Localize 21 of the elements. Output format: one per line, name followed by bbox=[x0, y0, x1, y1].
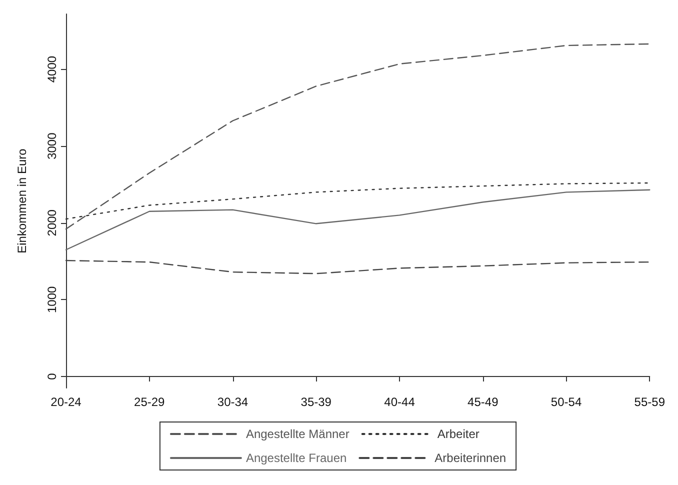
x-tick-label: 40-44 bbox=[384, 395, 416, 409]
y-tick-label: 3000 bbox=[45, 132, 59, 160]
x-tick-label: 35-39 bbox=[300, 395, 332, 409]
y-tick-label: 4000 bbox=[45, 56, 59, 83]
y-tick-label: 1000 bbox=[45, 286, 59, 314]
y-tick-label: 0 bbox=[45, 372, 59, 380]
line-series bbox=[65, 189, 650, 250]
x-tick-label: 50-54 bbox=[550, 395, 582, 409]
x-tick-label: 25-29 bbox=[134, 395, 166, 409]
x-tick-label: 45-49 bbox=[468, 395, 499, 409]
x-tick-label: 30-34 bbox=[217, 395, 248, 409]
text: Angestellte Frauen bbox=[246, 451, 347, 465]
y-tick-label: 2000 bbox=[45, 209, 59, 236]
text: Arbeiterinnen bbox=[434, 451, 506, 465]
line-series bbox=[65, 260, 650, 274]
x-tick-label: 55-59 bbox=[634, 395, 666, 409]
text: Angestellte Männer bbox=[246, 427, 350, 441]
y-axis-title: Einkommen in Euro bbox=[15, 148, 29, 254]
text: Arbeiter bbox=[437, 427, 480, 441]
line-series bbox=[65, 43, 650, 230]
x-tick-label: 20-24 bbox=[50, 395, 82, 409]
